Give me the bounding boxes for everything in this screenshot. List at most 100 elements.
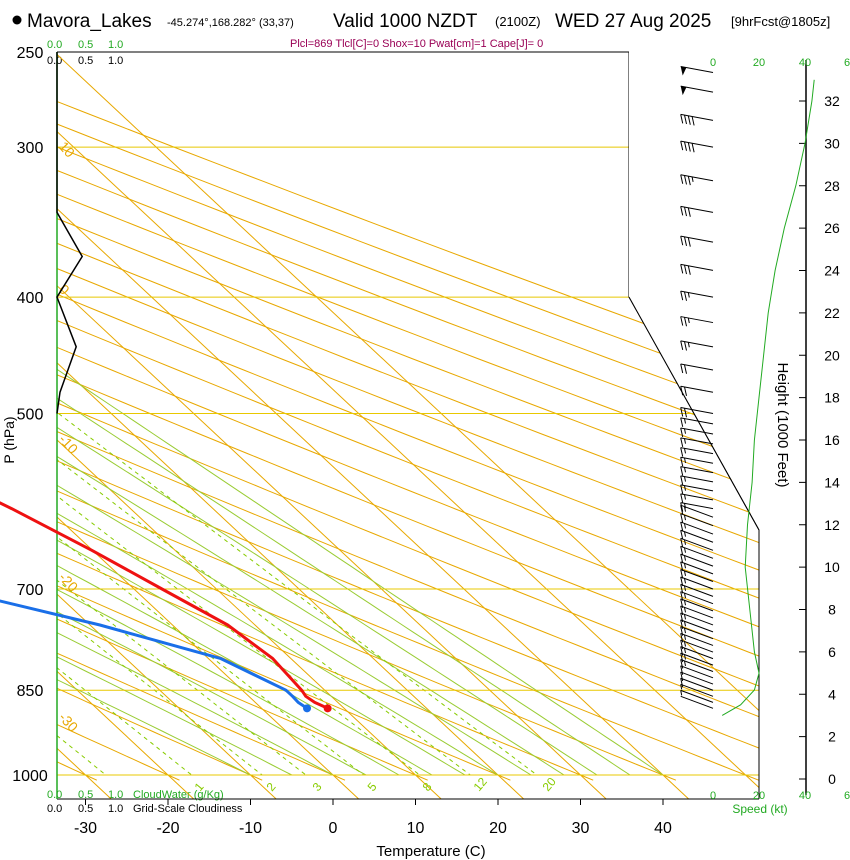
speed-tick-top: 40 [799,57,811,69]
dry-adiabat [57,761,98,781]
wind-barb-flag [680,605,684,616]
dry-adiabat [57,218,759,490]
height-tick-label: 6 [828,644,836,660]
top-cloud-green-0: 0.0 [47,39,62,51]
temperature-line [0,501,329,710]
wind-barb-staff [680,493,714,501]
wind-barb-half [680,690,683,696]
wind-barb-flag [680,633,684,643]
wind-barb-half [684,467,686,473]
x-tick-label: 10 [407,820,425,837]
wind-barb [680,113,714,126]
isotherm-label: -30 [56,709,82,735]
wind-barb-flag [680,665,684,675]
isotherm-label: -10 [56,431,82,457]
mixing-ratio-label: 8 [420,780,435,794]
wind-barb [680,290,714,301]
height-tick-label: 18 [824,390,840,406]
wind-barb-flag [680,659,684,669]
wind-barb-half [684,506,686,512]
wind-barb-half [684,628,686,634]
wind-barb-half [684,539,686,545]
wind-barb-flag [680,678,684,688]
wind-barb-staff [680,385,714,393]
moist-adiabat [57,484,532,776]
wind-barb-flag [680,316,684,326]
wind-barb-flag [680,569,684,579]
wind-barb-flag [680,626,684,636]
dry-adiabat [57,687,263,781]
wind-barb-half [684,418,686,424]
wind-barb-half [684,494,686,500]
isotherm-line [57,130,759,789]
speed-tick-bottom: 6 [844,790,850,802]
wind-barb-half [684,641,686,647]
isotherm-line [57,439,442,799]
top-cloud-scale: 0.0 0.5 1.0 0.0 0.5 1.0 [47,39,123,67]
wind-barb [680,385,714,397]
moist-adiabat [57,397,631,776]
dry-adiabat [57,346,759,628]
wind-barb-flag [680,538,684,548]
wind-barb-staff [680,605,714,619]
background-lines: 100-10-20-300102030123581220 [56,52,759,799]
moist-adiabat [57,588,400,776]
forecast-info: [9hrFcst@1805z] [731,14,830,29]
wind-barb-flag [684,175,687,185]
wind-barb-half [684,476,686,482]
x-tick-label: -20 [156,820,179,837]
dry-adiabat [57,268,759,544]
wind-barb [680,677,714,691]
isotherm-line [57,207,690,799]
wind-barb-staff [680,626,714,640]
pressure-tick-label: 400 [17,290,44,307]
wind-barb-half [687,317,690,324]
stability-indices: Plcl=869 Tlcl[C]=0 Shox=10 Pwat[cm]=1 Ca… [290,38,543,50]
wind-barb [680,545,714,559]
cloudwater-label: CloudWater (g/Kg) [133,789,224,801]
wind-barb [680,561,714,575]
dry-adiabat [57,293,759,571]
speed-line [721,79,815,716]
wind-barb-half [684,621,686,627]
mixing-ratio-label: 20 [540,774,560,793]
wind-barb [680,316,714,327]
wind-barb [680,504,714,518]
wind-barb-flag [684,264,687,275]
dry-adiabat [57,100,759,366]
wind-barb-staff [680,205,714,213]
wind-barb-flag [680,493,684,503]
wind-barb [680,671,714,685]
isotherm-line [57,593,277,799]
x-tick-label: 0 [329,820,338,837]
wind-barb-flag [687,176,691,186]
wind-barb-flag [684,364,687,374]
wind-barb-staff [680,140,714,148]
moist-adiabat [57,512,499,776]
wind-barb [680,659,714,672]
mixing-ratio-line [57,612,263,776]
wind-barb [680,407,714,418]
height-tick-label: 28 [824,178,840,194]
moist-adiabat [57,656,293,776]
temperature-start-point [323,704,332,713]
moist-adiabat [57,426,598,776]
wind-barb-half [684,592,686,599]
x-axis-title: Temperature (C) [376,843,485,860]
x-tick-label: -30 [74,820,97,837]
wind-barb [680,417,714,427]
wind-barb-staff [680,591,714,605]
wind-barb-staff [680,612,714,626]
wind-barb-half [684,563,686,569]
height-tick-label: 10 [824,559,840,575]
wind-barb-half [684,570,686,576]
wind-barb-flag [684,317,687,327]
speed-tick-top: 0 [710,57,716,69]
height-tick-label: 20 [824,347,840,363]
wind-barb-staff [680,363,714,371]
speed-tick-top: 20 [753,57,765,69]
moist-adiabat [57,611,367,776]
bottom-cloud-green-1: 1.0 [108,789,123,801]
wind-barb-flag [680,437,684,447]
